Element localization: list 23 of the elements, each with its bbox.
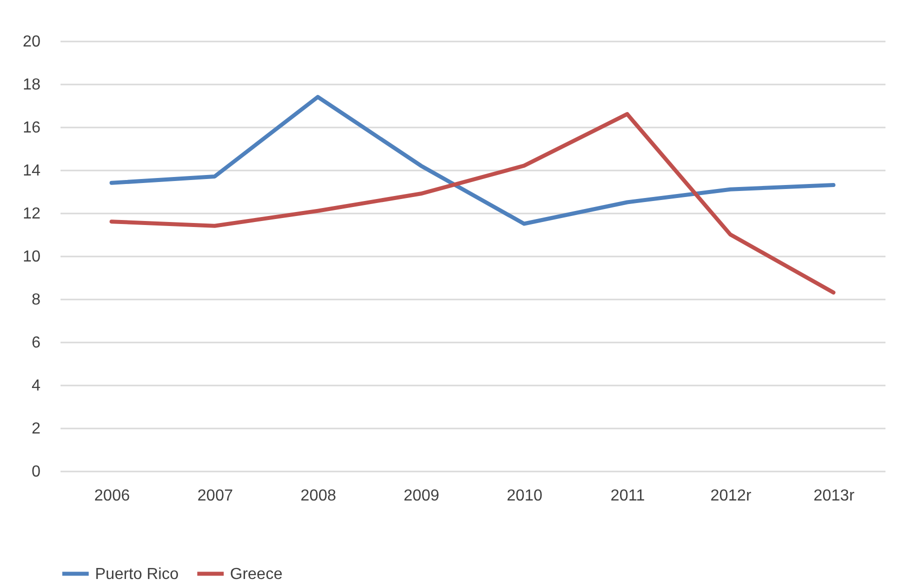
y-tick-label: 6 [32, 334, 41, 352]
x-tick-label: 2008 [300, 488, 336, 504]
y-tick-label: 8 [32, 292, 41, 308]
y-tick-label: 4 [32, 378, 41, 394]
y-tick-label: 20 [22, 34, 41, 50]
x-tick-label: 2010 [506, 488, 542, 504]
x-tick-label: 2013r [813, 488, 856, 504]
x-tick-label: 2007 [197, 488, 234, 504]
y-tick-label: 0 [32, 464, 41, 480]
line-series [110, 94, 836, 226]
x-tick-label: 2006 [94, 488, 130, 504]
y-tick-label: 10 [22, 248, 41, 266]
x-tick-label: 2011 [610, 488, 645, 504]
y-tick-label: 2 [32, 420, 41, 438]
line-series [110, 112, 836, 295]
y-tick-label: 16 [22, 120, 41, 136]
x-tick-label: 2009 [404, 488, 440, 504]
legend-label: Greece [230, 566, 283, 580]
y-tick-label: 12 [22, 206, 41, 222]
y-tick-label: 14 [22, 162, 41, 180]
x-tick-label: 2012r [710, 488, 752, 504]
y-tick-label: 18 [22, 76, 41, 94]
legend-label: Puerto Rico [95, 566, 179, 580]
